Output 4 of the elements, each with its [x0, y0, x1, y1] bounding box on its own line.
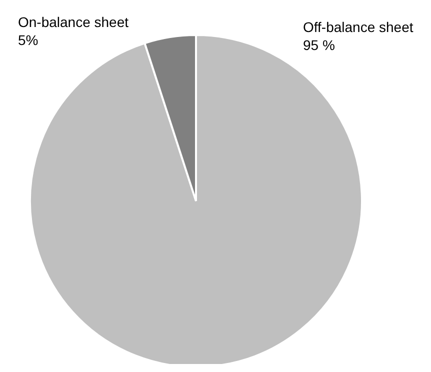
slice-label: Off-balance sheet: [303, 18, 414, 36]
slice-label: On-balance sheet: [18, 13, 129, 31]
data-label: 5%: [18, 31, 40, 49]
data-label: 95 %: [303, 36, 336, 54]
